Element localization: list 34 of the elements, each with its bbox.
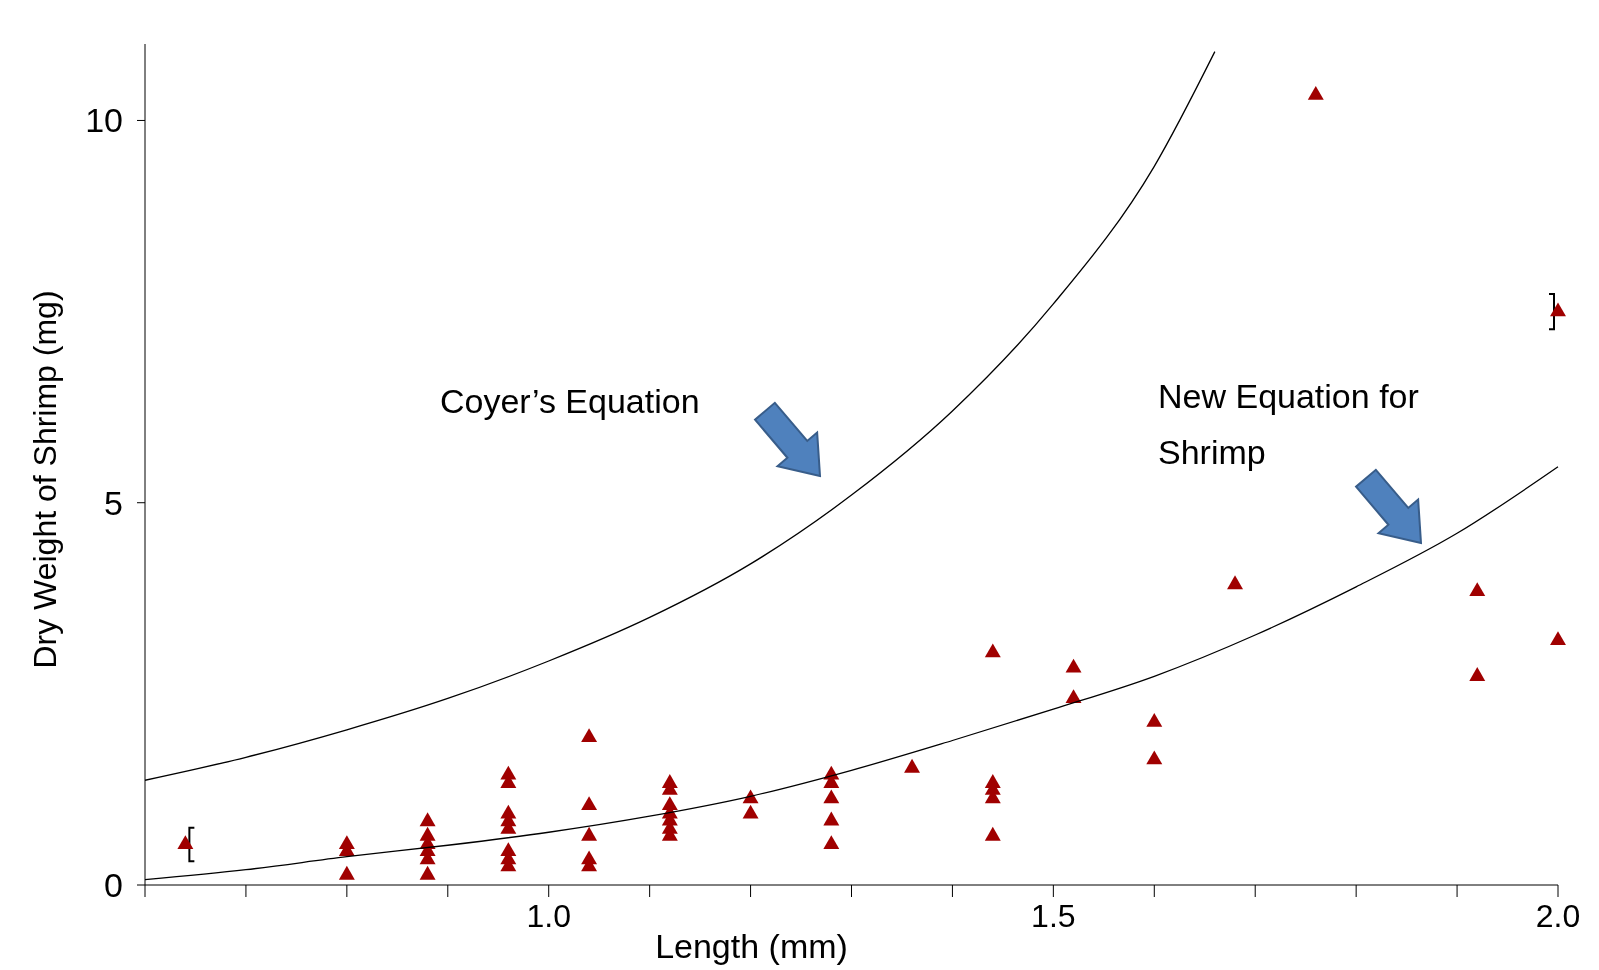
annotation: Coyer’s Equation [440,382,700,420]
annotation: New Equation for Shrimp [1158,377,1419,471]
point [1146,712,1163,727]
x-tick-label: 1.0 [526,898,571,934]
x-axis-title: Length (mm) [655,927,848,965]
point [1469,667,1486,681]
x-tick-label: 2.0 [1535,898,1581,934]
point [1307,86,1324,100]
point [1065,689,1082,704]
x-tick-label: 1.5 [1031,898,1076,934]
point [1146,750,1163,765]
point [1550,302,1566,317]
point [581,796,598,811]
point [823,789,840,804]
point [419,812,436,827]
y-tick-label: 5 [104,483,123,522]
point [1550,631,1566,645]
point [823,835,840,850]
y-tick-label: 10 [85,101,123,140]
point [1065,658,1082,673]
y-tick-label: 0 [104,866,123,904]
point [823,811,840,826]
point [984,826,1001,841]
point [1469,582,1486,597]
point [177,835,194,850]
point [1227,575,1243,590]
point [581,728,598,743]
y-axis-title: Dry Weight of Shrimp (mg) [27,290,63,669]
point [984,643,1001,658]
point [419,865,436,880]
point [581,826,598,841]
point [904,758,921,773]
point [742,804,759,819]
point [338,865,355,880]
